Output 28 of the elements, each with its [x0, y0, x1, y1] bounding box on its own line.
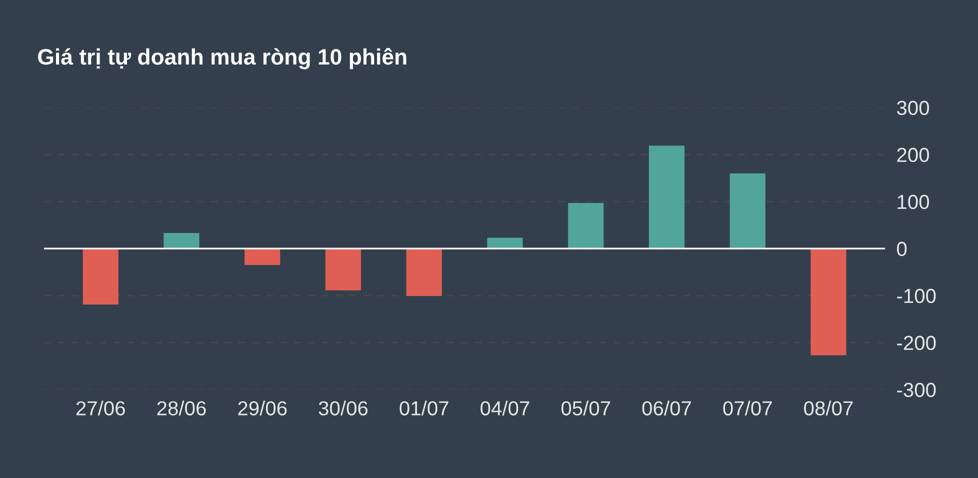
bar — [810, 248, 846, 356]
y-tick-label: 100 — [898, 194, 930, 210]
bar — [730, 173, 766, 249]
x-tick-label: 07/07 — [723, 400, 772, 416]
y-tick-label: -300 — [897, 382, 936, 398]
x-tick-label: 06/07 — [642, 400, 691, 416]
bar — [648, 146, 685, 249]
y-tick-label: -100 — [897, 288, 936, 304]
x-tick-label: 05/07 — [561, 400, 610, 416]
bar — [568, 202, 604, 249]
x-tick-label: 29/06 — [238, 400, 287, 416]
x-tick-label: 04/07 — [480, 400, 530, 416]
x-tick-label: 28/06 — [157, 400, 206, 416]
y-tick-label: 0 — [896, 242, 907, 256]
y-tick-label: -200 — [897, 336, 936, 350]
y-tick-label: 200 — [897, 148, 930, 162]
bar — [325, 248, 362, 290]
bar — [164, 233, 200, 249]
bar — [406, 248, 442, 296]
x-tick-label: 08/07 — [804, 400, 853, 416]
x-tick-label: 30/06 — [318, 400, 368, 416]
x-tick-label: 01/07 — [400, 400, 448, 416]
x-tick-label: 27/06 — [76, 400, 125, 416]
bar — [244, 248, 280, 266]
bar — [82, 248, 118, 304]
bar — [487, 238, 523, 249]
chart-title: Giá trị tự doanh mua ròng 10 phiên — [38, 48, 406, 70]
y-tick-label: 300 — [896, 100, 930, 116]
